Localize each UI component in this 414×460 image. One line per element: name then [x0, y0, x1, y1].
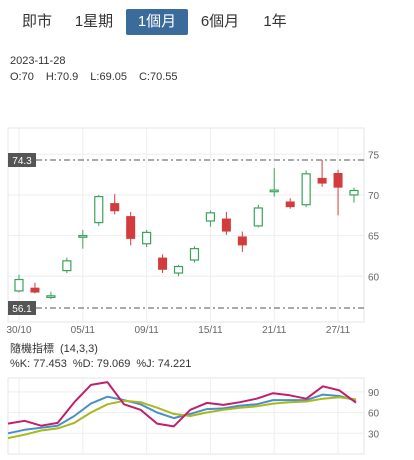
period-tabs: 即市 1星期 1個月 6個月 1年 — [0, 0, 414, 44]
candle-body-up — [62, 260, 72, 272]
candle-body-up — [14, 278, 24, 292]
ohlc-info: 2023-11-28 O:70 H:70.9 L:69.05 C:70.55 — [10, 53, 178, 85]
candle-body-up — [78, 235, 88, 238]
candle-body-up — [142, 231, 152, 245]
y-tick-label: 60 — [368, 272, 380, 283]
candle-body-down — [221, 218, 231, 232]
max-marker-badge — [8, 153, 36, 167]
kdj-plot-frame — [7, 377, 365, 455]
open-value: O:70 — [10, 71, 34, 83]
min-marker-label: 56.1 — [12, 304, 32, 315]
candle-body-up — [269, 189, 279, 193]
max-marker-label: 74.3 — [12, 156, 32, 167]
kdj-d-line — [7, 396, 357, 440]
kdj-d-value: %D: 79.069 — [72, 358, 131, 370]
low-value: L:69.05 — [90, 71, 127, 83]
candle-body-up — [301, 173, 311, 206]
candle-body-up — [253, 207, 263, 227]
x-tick-label: 09/11 — [134, 325, 159, 336]
tab-1-month[interactable]: 1個月 — [126, 9, 188, 35]
tab-6-months[interactable]: 6個月 — [200, 13, 240, 30]
kdj-header: 隨機指標 (14,3,3) %K: 77.453 %D: 79.069 %J: 74.… — [10, 342, 197, 372]
candle-body-up — [94, 195, 104, 224]
candle-body-up — [173, 265, 184, 274]
candle-body-up — [205, 212, 216, 222]
candle-body-down — [126, 216, 136, 239]
price-plot-frame — [7, 127, 365, 323]
ohlc-values: O:70 H:70.9 L:69.05 C:70.55 — [10, 69, 178, 85]
kdj-y-tick-label: 30 — [368, 429, 380, 440]
candle-body-up — [46, 295, 56, 299]
close-value: C:70.55 — [138, 71, 178, 83]
x-tick-label: 05/11 — [71, 325, 96, 336]
candle-body-down — [30, 287, 40, 293]
tab-1-week[interactable]: 1星期 — [74, 13, 114, 30]
candle-body-down — [110, 203, 120, 212]
candle-body-up — [349, 189, 359, 196]
kdj-chart: 30 60 90 — [7, 377, 380, 455]
kdj-k-line — [7, 393, 357, 435]
x-tick-label: 15/11 — [198, 325, 223, 336]
kdj-title: 隨機指標 — [10, 343, 54, 355]
high-value: H:70.9 — [45, 71, 79, 83]
quote-date: 2023-11-28 — [10, 55, 66, 67]
kdj-y-tick-label: 60 — [368, 409, 380, 420]
y-tick-label: 75 — [368, 150, 380, 161]
candle-body-down — [285, 201, 295, 208]
candle-body-down — [317, 177, 327, 184]
tab-intraday[interactable]: 即市 — [21, 13, 52, 30]
x-tick-label: 21/11 — [262, 325, 287, 336]
min-marker-badge — [8, 301, 36, 315]
x-tick-label: 30/10 — [6, 325, 31, 336]
kdj-params: (14,3,3) — [60, 343, 98, 355]
kdj-j-value: %J: 74.221 — [136, 358, 192, 370]
candle-body-down — [237, 236, 247, 246]
kdj-y-tick-label: 90 — [368, 388, 380, 399]
candle-body-down — [333, 173, 343, 188]
candle-body-down — [158, 257, 168, 270]
tab-1-year[interactable]: 1年 — [263, 13, 287, 30]
price-chart: 30/10 05/11 09/11 15/11 21/11 27/11 60 65 70 75 74… — [6, 127, 380, 336]
x-tick-label: 27/11 — [326, 325, 351, 336]
y-tick-label: 70 — [368, 191, 380, 202]
kdj-j-line — [7, 381, 357, 428]
kdj-k-value: %K: 77.453 — [10, 358, 67, 370]
candle-body-up — [189, 248, 200, 261]
y-tick-label: 65 — [368, 232, 380, 243]
